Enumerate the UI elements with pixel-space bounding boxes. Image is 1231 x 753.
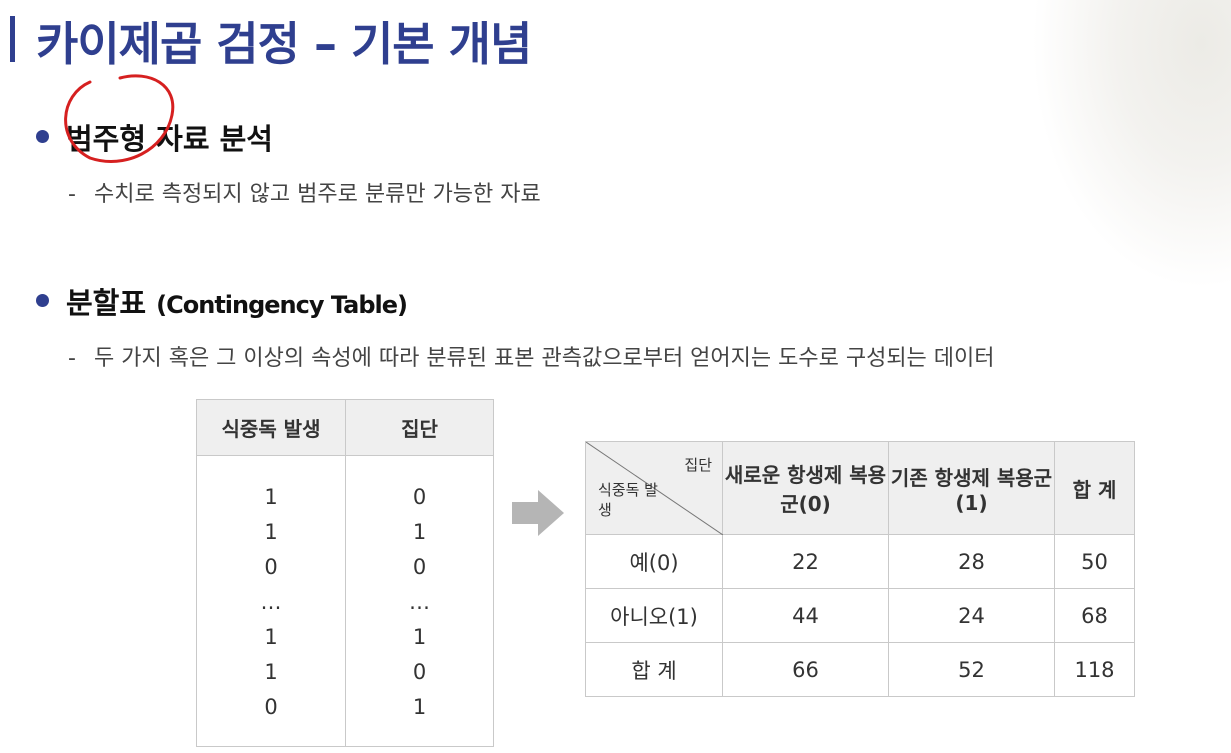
raw-data-table: 식중독 발생 1 1 0 … 1 1 0 집단 0 1 0 … 1 0 1: [196, 399, 494, 747]
raw-cell: 0: [412, 555, 427, 579]
bullet-icon: [36, 294, 49, 307]
raw-header-outbreak: 식중독 발생: [197, 400, 345, 456]
table-cell: 68: [1054, 588, 1135, 643]
raw-cell: …: [260, 590, 282, 614]
raw-cell: …: [409, 590, 430, 614]
raw-column-outbreak: 식중독 발생 1 1 0 … 1 1 0: [197, 400, 346, 746]
table-row: 예(0) 22 28 50: [585, 534, 1135, 589]
diagonal-line: [586, 442, 723, 535]
column-header-total: 합 계: [1054, 441, 1135, 535]
corner-decorative-photo: [1031, 0, 1231, 290]
row-label: 합 계: [585, 642, 723, 697]
table-row: 아니오(1) 44 24 68: [585, 588, 1135, 643]
raw-cell: 0: [264, 555, 278, 579]
raw-cell: 1: [264, 660, 278, 684]
raw-cell: 1: [264, 625, 278, 649]
raw-cell: 1: [264, 485, 278, 509]
raw-cell: 1: [412, 520, 427, 544]
table-cell: 66: [722, 642, 889, 697]
section2-heading: 분할표 (Contingency Table): [66, 286, 408, 320]
raw-cell: 1: [264, 520, 278, 544]
section1-heading: 범주형 자료 분석: [66, 122, 273, 156]
column-header: 기존 항생제 복용군(1): [888, 441, 1055, 535]
column-header: 새로운 항생제 복용군(0): [722, 441, 889, 535]
table-corner-cell: 집단 식중독 발생: [585, 441, 723, 535]
section2-heading-en: (Contingency Table): [156, 291, 408, 319]
table-cell: 118: [1054, 642, 1135, 697]
row-label: 예(0): [585, 534, 723, 589]
bullet-icon: [36, 130, 49, 143]
table-cell: 24: [888, 588, 1055, 643]
table-row: 합 계 66 52 118: [585, 642, 1135, 697]
corner-label-outbreak: 식중독 발생: [598, 481, 658, 519]
contingency-table: 집단 식중독 발생 새로운 항생제 복용군(0) 기존 항생제 복용군(1) 합…: [585, 441, 1135, 697]
table-cell: 50: [1054, 534, 1135, 589]
title-accent-bar: [10, 16, 15, 62]
raw-cell: 1: [412, 625, 427, 649]
corner-label-group: 집단: [684, 456, 712, 474]
raw-header-group: 집단: [346, 400, 493, 456]
raw-cell: 0: [412, 485, 427, 509]
red-circle-annotation: [64, 74, 175, 163]
arrow-right-icon: [512, 490, 564, 536]
table-cell: 22: [722, 534, 889, 589]
raw-cell: 0: [412, 660, 427, 684]
table-cell: 44: [722, 588, 889, 643]
section2-description: -두 가지 혹은 그 이상의 속성에 따라 분류된 표본 관측값으로부터 얻어지…: [68, 346, 995, 371]
raw-cell: 1: [412, 695, 427, 719]
section1-description: - 수치로 측정되지 않고 범주로 분류만 가능한 자료: [68, 182, 541, 207]
row-label: 아니오(1): [585, 588, 723, 643]
table-cell: 52: [888, 642, 1055, 697]
table-cell: 28: [888, 534, 1055, 589]
raw-cell: 0: [264, 695, 278, 719]
raw-column-group: 집단 0 1 0 … 1 0 1: [346, 400, 493, 746]
page-title: 카이제곱 검정 – 기본 개념: [36, 17, 532, 71]
